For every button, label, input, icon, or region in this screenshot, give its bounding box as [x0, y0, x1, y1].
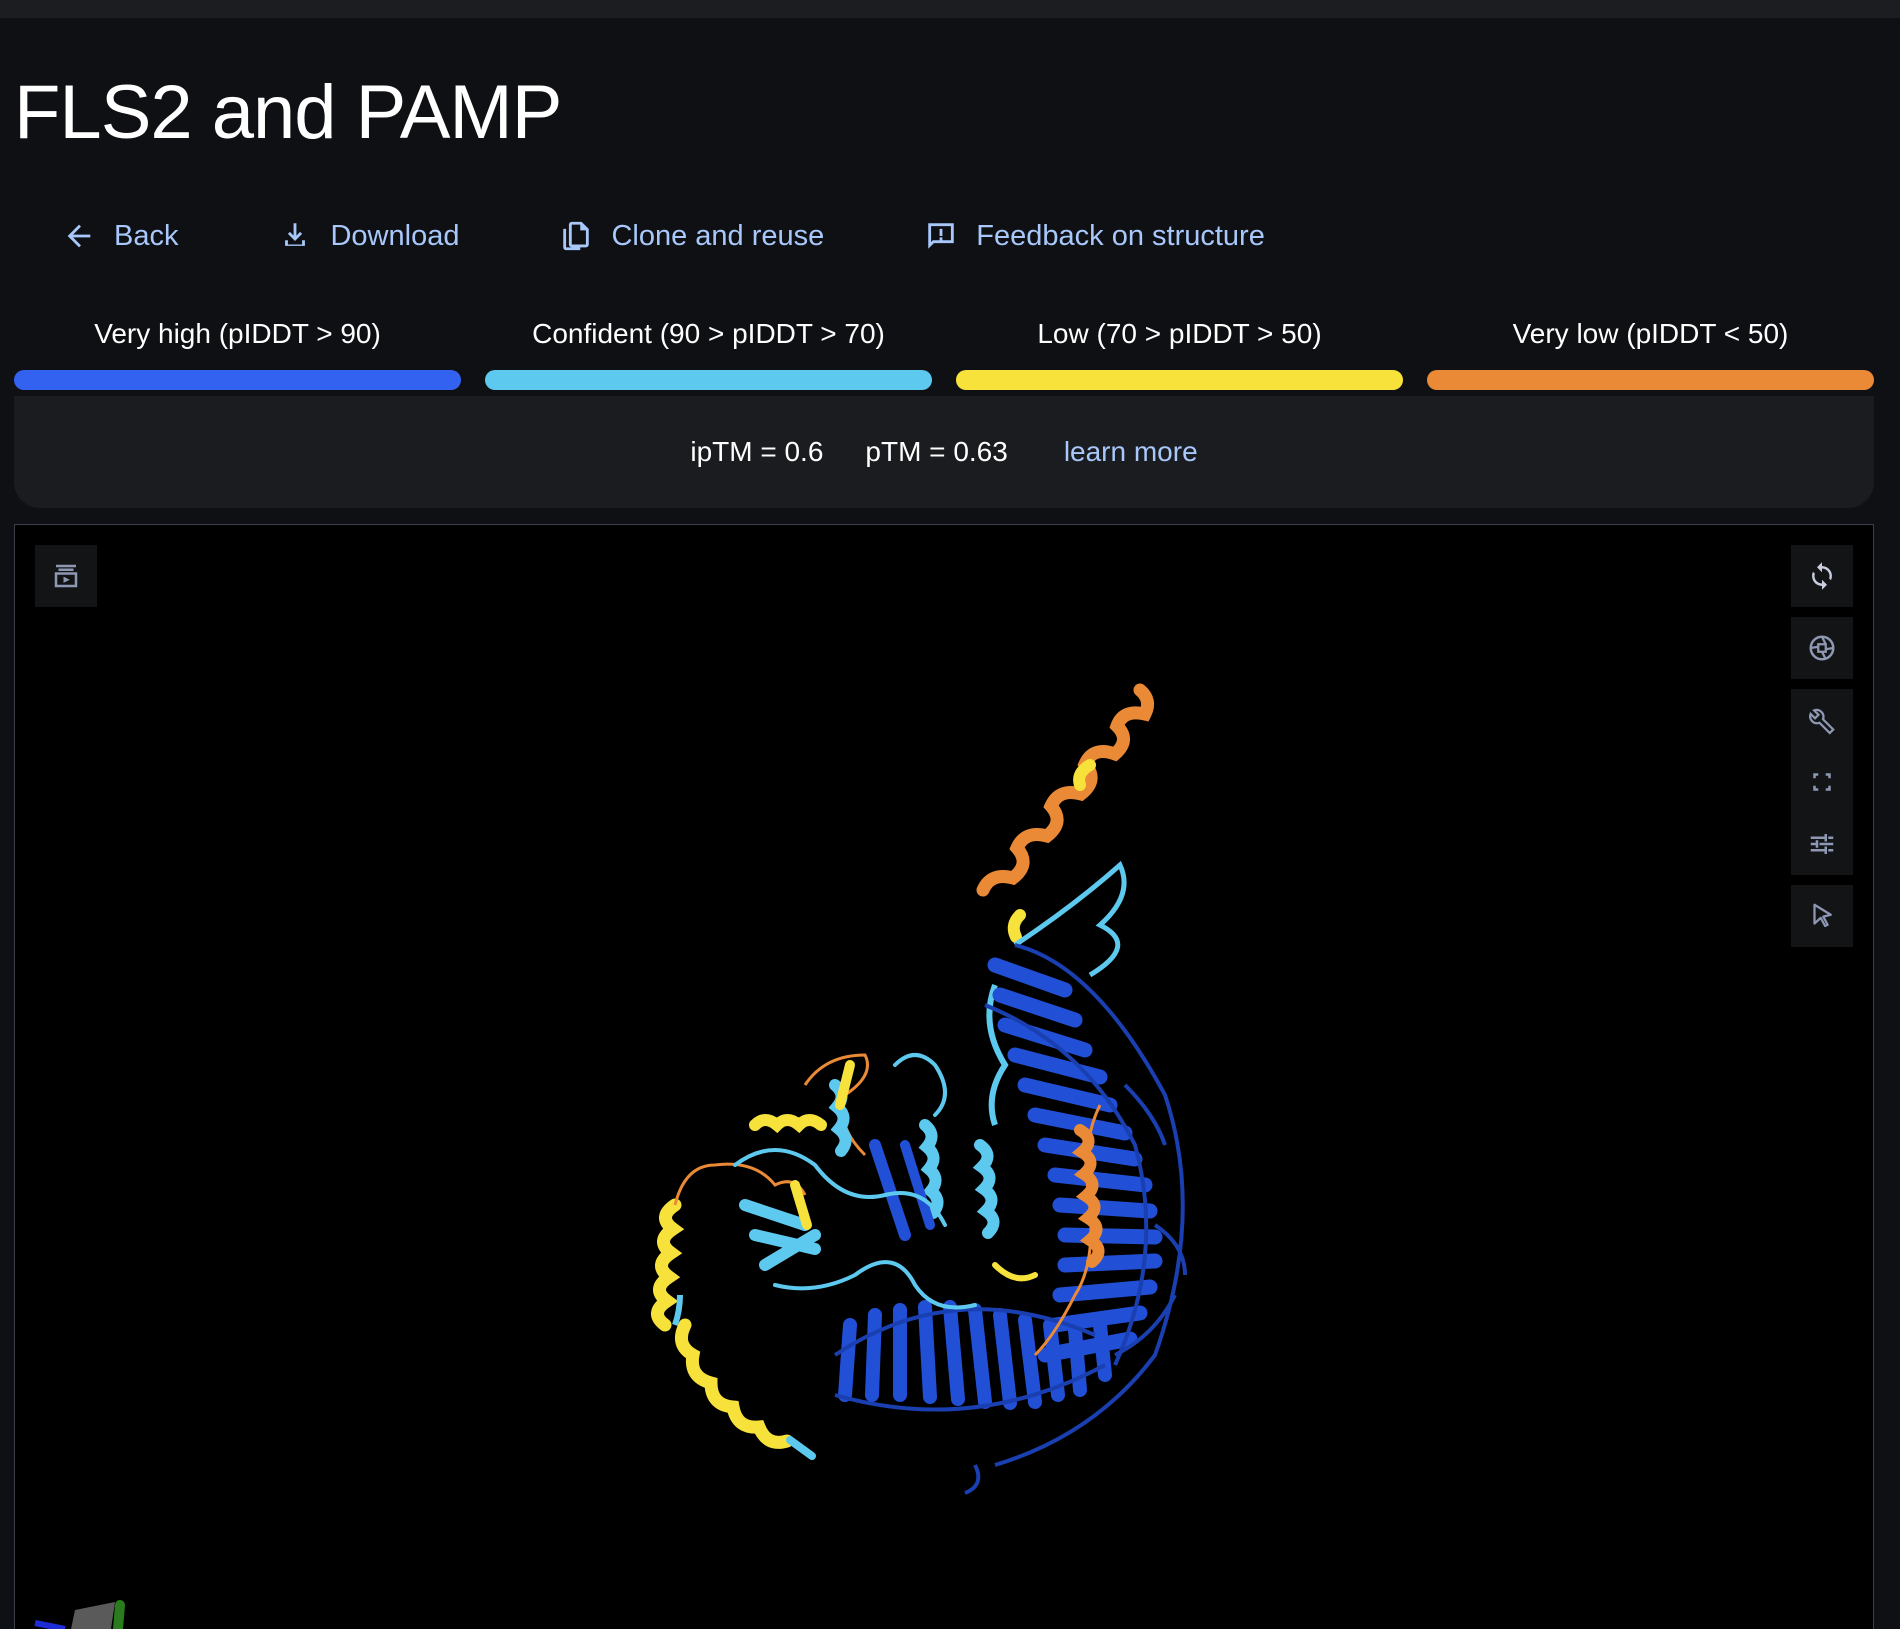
arrow-left-icon: [62, 219, 96, 253]
legend-bar: [1427, 370, 1874, 390]
protein-structure[interactable]: [15, 525, 1873, 1629]
structure-viewer[interactable]: [14, 524, 1874, 1629]
learn-more-link[interactable]: learn more: [1063, 436, 1198, 467]
download-label: Download: [330, 219, 460, 252]
legend-item-confident: Confident (90 > pIDDT > 70): [485, 310, 932, 390]
controls-button[interactable]: [1791, 813, 1853, 875]
legend-bar: [14, 370, 461, 390]
download-icon: [278, 219, 312, 253]
sliders-icon: [1807, 829, 1837, 859]
feedback-button[interactable]: Feedback on structure: [924, 219, 1265, 253]
legend-item-very-high: Very high (pIDDT > 90): [14, 310, 461, 390]
pointer-icon: [1807, 901, 1837, 931]
back-button[interactable]: Back: [62, 219, 178, 253]
iptm-value: ipTM = 0.6: [690, 436, 824, 467]
clone-label: Clone and reuse: [611, 219, 825, 252]
download-button[interactable]: Download: [278, 219, 459, 253]
page-title: FLS2 and PAMP: [14, 70, 562, 155]
clone-and-reuse-button[interactable]: Clone and reuse: [559, 219, 824, 253]
legend-bar: [956, 370, 1403, 390]
legend-label: Low (70 > pIDDT > 50): [1037, 318, 1322, 349]
animation-button[interactable]: [35, 545, 97, 607]
confidence-metrics: ipTM = 0.6 pTM = 0.63 learn more: [14, 396, 1874, 508]
legend-label: Confident (90 > pIDDT > 70): [532, 318, 885, 349]
toolbar: Back Download Clone and reuse Feedback o…: [62, 208, 1365, 264]
fullscreen-button[interactable]: [1791, 751, 1853, 813]
feedback-label: Feedback on structure: [976, 219, 1265, 252]
plddt-legend: Very high (pIDDT > 90) Confident (90 > p…: [14, 310, 1874, 390]
copy-icon: [559, 219, 593, 253]
legend-item-very-low: Very low (pIDDT < 50): [1427, 310, 1874, 390]
snapshot-button[interactable]: [1791, 617, 1853, 679]
animation-icon: [51, 561, 81, 591]
wrench-icon: [1807, 705, 1837, 735]
fullscreen-icon: [1807, 767, 1837, 797]
legend-label: Very low (pIDDT < 50): [1512, 318, 1789, 349]
page: FLS2 and PAMP Back Download Clone and re…: [14, 18, 1886, 1629]
snapshot-icon: [1807, 633, 1837, 663]
top-strip: [0, 0, 1900, 18]
settings-button[interactable]: [1791, 689, 1853, 751]
legend-label: Very high (pIDDT > 90): [94, 318, 381, 349]
select-mode-button[interactable]: [1791, 885, 1853, 947]
feedback-icon: [924, 219, 958, 253]
back-label: Back: [114, 219, 179, 252]
legend-bar: [485, 370, 932, 390]
spin-icon: [1807, 561, 1837, 591]
legend-item-low: Low (70 > pIDDT > 50): [956, 310, 1403, 390]
ptm-value: pTM = 0.63: [865, 436, 1008, 467]
spin-button[interactable]: [1791, 545, 1853, 607]
